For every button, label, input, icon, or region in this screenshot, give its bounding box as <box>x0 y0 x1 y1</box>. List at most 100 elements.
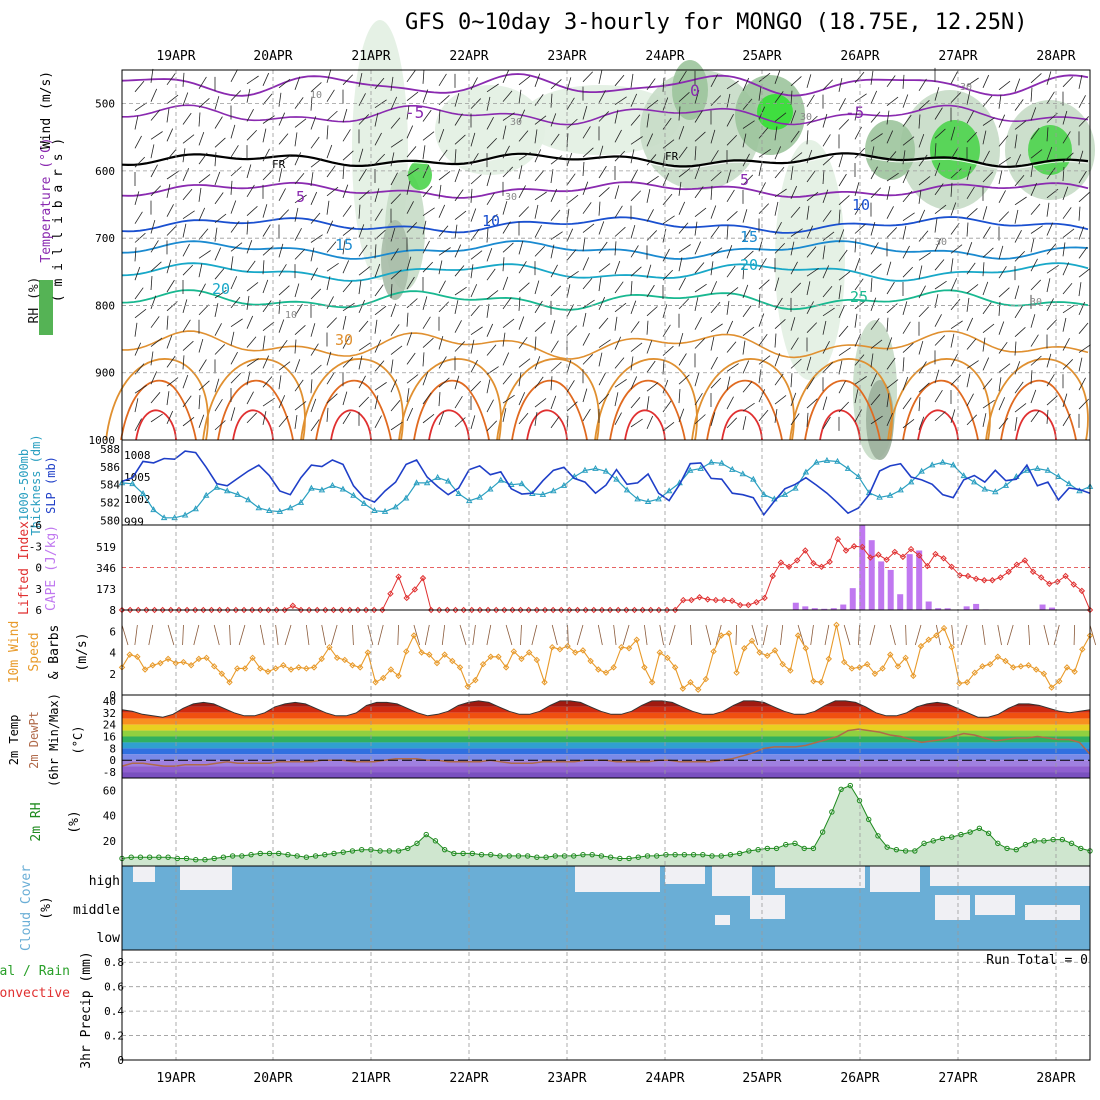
rh2m-line-point <box>248 851 254 858</box>
wind-barb <box>710 225 720 238</box>
lifted-index-line-point <box>419 574 427 582</box>
wind-barb <box>838 78 843 92</box>
thickness-line-point <box>329 481 336 488</box>
wind-barb <box>806 149 813 164</box>
rh2m-line-point <box>949 834 955 840</box>
rh2m-line-point <box>773 845 780 852</box>
wind-barb <box>438 260 443 275</box>
wind-barb <box>598 372 606 386</box>
wind-barb <box>726 80 739 90</box>
wind10m-barb <box>472 624 476 646</box>
wind-barb <box>854 389 859 404</box>
wind-barb <box>598 111 610 122</box>
wind-barb <box>1030 355 1042 366</box>
wind-barb <box>262 245 274 256</box>
wind-barb <box>262 148 270 162</box>
wind-barb <box>454 244 462 258</box>
wind-barb <box>566 173 576 186</box>
wind-barb <box>374 244 377 259</box>
cape-bar <box>792 602 799 610</box>
thickness-line-point <box>876 493 883 500</box>
wind10m-speed-line-point <box>887 651 894 658</box>
wind-barb <box>742 133 747 148</box>
wind-barb <box>406 276 415 290</box>
wind-barb <box>262 411 267 425</box>
wind-barb <box>134 115 139 130</box>
wind-barb <box>518 206 530 217</box>
wind-barb <box>934 259 945 271</box>
wind-barb <box>886 110 890 125</box>
cape-bar <box>916 550 923 610</box>
wind-barb <box>790 110 797 124</box>
wind-barb <box>646 284 655 298</box>
wind10m-speed-line-point <box>1063 664 1071 671</box>
wind-barb <box>502 257 505 272</box>
wind-barb <box>966 360 979 369</box>
wind-barb <box>790 206 801 218</box>
wind-barb <box>630 342 643 352</box>
rh2m-line-point <box>1022 841 1029 848</box>
wind-barb <box>614 109 619 124</box>
wind-barb <box>870 278 873 293</box>
wind-barb <box>518 296 521 311</box>
wind-barb <box>678 374 690 385</box>
wind-barb <box>438 225 449 237</box>
wind-barb <box>982 150 990 164</box>
wind-barb <box>982 413 987 427</box>
contour-label: 20 <box>212 280 230 298</box>
wind-barb <box>838 229 845 243</box>
thickness-line-point <box>939 458 946 465</box>
cloud-level-label: low <box>97 931 121 946</box>
wind10m-tick-label: 6 <box>109 625 116 638</box>
contour-label: 20 <box>740 256 758 274</box>
wind-barb <box>438 356 447 369</box>
wind-barb <box>390 303 397 317</box>
wind-barb <box>742 305 752 318</box>
wind-barb <box>150 88 158 102</box>
wind10m-speed-line-point <box>1025 662 1032 669</box>
wind-barb <box>662 248 670 262</box>
wind10m-speed-line-point <box>449 657 456 665</box>
wind-barb <box>406 146 417 158</box>
temp-contour-40 <box>917 409 959 441</box>
wind-barb <box>854 333 862 347</box>
rh2m-line-point <box>718 853 724 859</box>
wind-barb <box>198 414 205 429</box>
wind-barb <box>502 112 515 121</box>
wind-barb <box>678 408 685 423</box>
slp-tick-label: 999 <box>124 515 144 528</box>
contour-label: 10 <box>852 196 870 214</box>
lifted-index-line-point <box>362 606 370 614</box>
temp-contour-40 <box>330 409 372 441</box>
wind-barb <box>182 416 195 427</box>
lifted-index-line-point <box>143 606 150 614</box>
wind10m-speed-line-point <box>1033 666 1040 673</box>
rh2m-line-point <box>386 848 393 854</box>
wind-barb <box>710 129 716 144</box>
wind-barb <box>278 92 282 107</box>
pressure-tick-label: 900 <box>95 367 115 380</box>
lifted-index-line-point <box>427 606 435 614</box>
wind10m-barb <box>690 624 692 646</box>
wind-barb <box>438 94 450 105</box>
wind-barb <box>1078 95 1086 108</box>
wind-barb <box>262 224 271 237</box>
wind10m-speed-line-point <box>579 647 587 654</box>
wind-barb <box>182 92 189 106</box>
wind-barb <box>582 105 588 120</box>
thickness-line-point <box>276 507 284 514</box>
wind-barb <box>454 375 460 390</box>
wind-barb <box>134 211 143 224</box>
wind-barb <box>150 276 153 291</box>
rh2m-line-point <box>432 838 439 844</box>
wind10m-barb <box>182 624 184 646</box>
wind-barb <box>198 395 201 410</box>
thickness-tick-label: 584 <box>100 479 120 492</box>
lifted-index-line-point <box>1029 568 1037 575</box>
rh2m-line-point <box>626 855 632 862</box>
wind-barb <box>918 416 925 431</box>
thickness-line-point <box>550 487 557 494</box>
wind-barb <box>726 417 738 429</box>
wind-barb <box>374 132 382 146</box>
wind-barb <box>198 97 210 108</box>
